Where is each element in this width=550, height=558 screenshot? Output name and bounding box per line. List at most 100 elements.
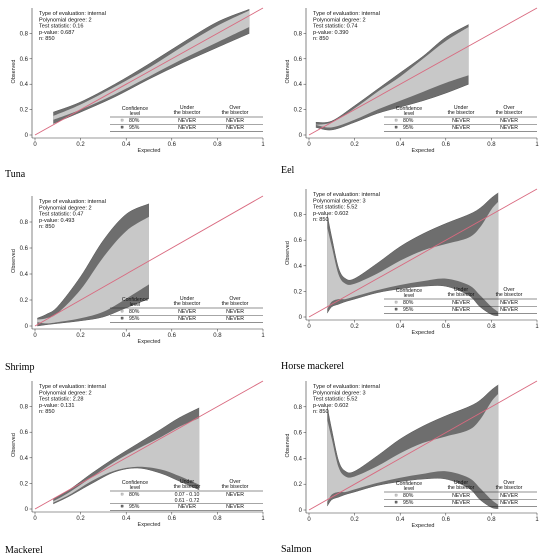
panel-caption: Tuna [5, 169, 26, 180]
table-header-over: the bisector [222, 484, 249, 490]
x-tick-label: 0.4 [122, 516, 131, 522]
x-tick-label: 0.2 [350, 517, 359, 523]
legend-swatch-95 [394, 125, 398, 129]
y-tick-label: 0.6 [294, 57, 303, 63]
table-header-confidence: Confidence [396, 481, 422, 487]
x-tick-label: 0.8 [213, 333, 222, 339]
table-header-over: Over [503, 480, 515, 486]
legend-swatch-80 [120, 309, 124, 313]
table-level-95: 95% [129, 125, 140, 131]
table-header-under: the bisector [448, 485, 475, 491]
x-axis-label: Expected [412, 523, 435, 529]
y-axis-label: Observed [285, 434, 291, 458]
table-under-95: NEVER [178, 504, 196, 510]
y-tick-label: 0.2 [294, 289, 303, 295]
x-tick-label: 0.4 [122, 142, 131, 148]
y-tick-label: 0 [25, 133, 29, 139]
table-over-95: NEVER [500, 500, 518, 506]
info-line: n: 850 [39, 409, 55, 415]
info-line: Type of evaluation: internal [313, 11, 380, 17]
y-tick-label: 0.6 [294, 238, 303, 244]
table-header-over: the bisector [496, 292, 523, 298]
legend-swatch-80 [394, 493, 398, 497]
table-header-under: Under [454, 480, 468, 486]
x-tick-label: 0.8 [487, 324, 496, 330]
band-95-upper-edge [326, 192, 499, 281]
y-axis-label: Observed [11, 60, 17, 84]
y-tick-label: 0 [25, 507, 29, 513]
band-95-upper-edge [37, 203, 150, 319]
band-95-lower-edge [53, 33, 250, 124]
band-80 [53, 418, 200, 503]
table-over-80: NEVER [226, 309, 244, 315]
table-over-95: NEVER [226, 125, 244, 131]
x-tick-label: 1 [261, 516, 265, 522]
info-line: Polynomial degree: 2 [39, 17, 92, 23]
bisector-line [308, 380, 538, 511]
table-level-80: 80% [129, 492, 140, 498]
y-tick-label: 0.4 [20, 82, 29, 88]
y-tick-label: 0.8 [294, 31, 303, 37]
legend-swatch-80 [394, 118, 398, 122]
table-level-95: 95% [129, 316, 140, 322]
info-line: p-value: 0.687 [39, 30, 74, 36]
y-tick-label: 0 [299, 508, 303, 514]
table-header-under: Under [454, 105, 468, 111]
table-level-95: 95% [403, 500, 414, 506]
table-over-95: NEVER [226, 504, 244, 510]
table-header-over: the bisector [496, 485, 523, 491]
y-tick-label: 0.4 [20, 456, 29, 462]
y-tick-label: 0.4 [20, 272, 29, 278]
y-tick-label: 0.6 [20, 246, 29, 252]
info-line: Type of evaluation: internal [39, 11, 106, 17]
info-line: Polynomial degree: 3 [313, 198, 366, 204]
x-axis-label: Expected [412, 330, 435, 336]
band-95-upper-edge [315, 24, 469, 123]
y-tick-label: 0.2 [294, 482, 303, 488]
y-tick-label: 0.4 [294, 82, 303, 88]
x-tick-label: 0.6 [442, 517, 451, 523]
table-under-95: NEVER [452, 125, 470, 131]
legend-swatch-80 [394, 300, 398, 304]
info-line: Polynomial degree: 2 [313, 17, 366, 23]
table-header-over: Over [229, 296, 241, 302]
table-header-over: the bisector [222, 301, 249, 307]
x-tick-label: 0.6 [168, 333, 177, 339]
band-95 [315, 24, 469, 131]
x-tick-label: 0.8 [487, 142, 496, 148]
table-under-80: 0.07 - 0.10 [175, 492, 200, 498]
y-tick-label: 0.8 [20, 405, 29, 411]
x-axis-label: Expected [138, 522, 161, 528]
table-under-80-b: 0.61 - 0.72 [175, 498, 200, 504]
info-line: Type of evaluation: internal [313, 192, 380, 198]
band-80 [315, 27, 469, 128]
table-level-80: 80% [129, 309, 140, 315]
x-tick-label: 0.4 [396, 324, 405, 330]
y-tick-label: 0.8 [294, 405, 303, 411]
table-header-under: Under [180, 105, 194, 111]
y-tick-label: 0 [25, 324, 29, 330]
table-over-80: NEVER [226, 118, 244, 124]
y-tick-label: 0.6 [20, 430, 29, 436]
y-tick-label: 0.4 [294, 456, 303, 462]
x-axis-label: Expected [138, 148, 161, 154]
x-tick-label: 0.8 [213, 142, 222, 148]
table-header-under: the bisector [448, 110, 475, 116]
y-tick-label: 0 [299, 315, 303, 321]
band-95-upper-edge [326, 384, 499, 474]
bisector-line [34, 380, 264, 510]
x-tick-label: 1 [261, 142, 265, 148]
table-header-under: the bisector [174, 110, 201, 116]
band-95-lower-edge [327, 285, 499, 316]
info-line: n: 850 [313, 217, 329, 223]
table-level-95: 95% [403, 307, 414, 313]
table-header-confidence: level [130, 111, 141, 117]
table-header-confidence: Confidence [122, 106, 148, 112]
table-over-80: NEVER [500, 300, 518, 306]
y-axis-label: Observed [285, 241, 291, 265]
table-header-confidence: level [404, 111, 415, 117]
chart-panel-mackerel: 0 0.2 0.4 0.6 0.8 1 0 0.2 0.4 0.6 0.8 Expected Obser… [11, 380, 265, 528]
table-under-80: NEVER [452, 300, 470, 306]
panel-caption: Shrimp [5, 362, 34, 373]
y-tick-label: 0.2 [294, 108, 303, 114]
